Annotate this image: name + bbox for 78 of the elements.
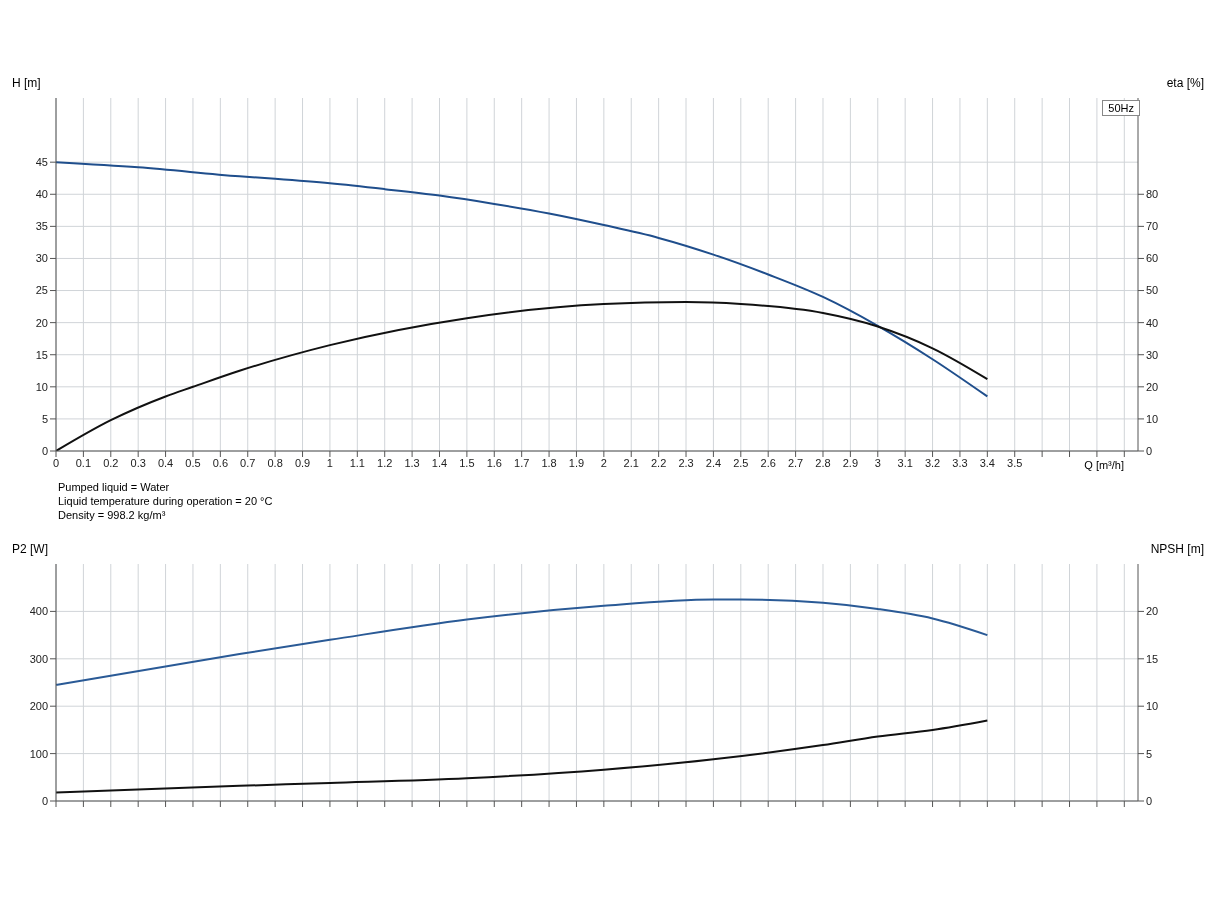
y-tick-label: 10 [35, 380, 48, 393]
x-tick-label: 2.6 [760, 456, 776, 469]
x-tick-label: 2.3 [678, 456, 694, 469]
x-tick-label: 2.9 [842, 456, 859, 469]
annotation: 50Hz [1102, 100, 1140, 116]
text: Pumped liquid = Water [58, 480, 171, 494]
y-tick-label: 25 [35, 284, 48, 297]
y-tick-label: 5 [41, 412, 48, 425]
x-tick-label: 1.3 [404, 456, 420, 469]
y-tick-label: 200 [29, 700, 48, 713]
x-tick-label: 1.5 [459, 456, 475, 469]
x-tick-label: 1 [326, 456, 333, 469]
x-tick-label: 1.4 [431, 456, 448, 469]
y2-tick-label: 15 [1146, 652, 1159, 665]
x-tick-label: 2.5 [733, 456, 749, 469]
y-tick-label: 15 [35, 348, 48, 361]
text: Density = 998.2 kg/m³ [58, 508, 167, 522]
x-tick-label: 3.5 [1007, 456, 1023, 469]
y-tick-label: 0 [41, 794, 48, 807]
y2-tick-label: 20 [1146, 380, 1159, 393]
y2-tick-label: 80 [1146, 188, 1159, 201]
y-tick-label: 40 [35, 188, 48, 201]
x-tick-label: 2.2 [650, 456, 667, 469]
x-tick-label: 3.4 [979, 456, 995, 469]
y2-tick-label: 10 [1146, 412, 1159, 425]
y2-tick-label: 70 [1146, 220, 1159, 233]
y2-axis-title: NPSH [m] [1150, 542, 1204, 556]
x-tick-label: 0.7 [240, 456, 256, 469]
x-tick-label: 3.1 [897, 456, 913, 469]
x-tick-label: 3 [874, 456, 881, 469]
y-tick-label: 35 [35, 220, 48, 233]
x-tick-label: 0.4 [157, 456, 174, 469]
y-tick-label: 400 [29, 605, 48, 618]
x-tick-label: 0.8 [267, 456, 283, 469]
y-tick-label: 0 [41, 444, 48, 457]
x-tick-label: 2.7 [787, 456, 804, 469]
x-tick-label: 0.9 [294, 456, 311, 469]
x-tick-label: 0 [52, 456, 60, 469]
y2-tick-label: 0 [1146, 794, 1153, 807]
x-tick-label: 2.8 [815, 456, 831, 469]
y2-tick-label: 30 [1146, 348, 1159, 361]
y2-axis-title: eta [%] [1166, 76, 1204, 90]
x-tick-label: 0.3 [130, 456, 146, 469]
y-tick-label: 20 [35, 316, 48, 329]
y2-tick-label: 10 [1146, 700, 1159, 713]
y-axis-title: H [m] [12, 76, 41, 90]
y2-tick-label: 20 [1146, 605, 1159, 618]
y2-tick-label: 50 [1146, 284, 1159, 297]
y2-tick-label: 5 [1146, 747, 1153, 760]
x-tick-label: 2 [600, 456, 607, 469]
x-tick-label: 0.6 [212, 456, 228, 469]
x-tick-label: 0.1 [75, 456, 92, 469]
y-tick-label: 30 [35, 252, 48, 265]
line-series [56, 598, 989, 686]
x-tick-label: 1.8 [541, 456, 557, 469]
x-axis-title: Q [m³/h] [1080, 459, 1128, 471]
x-tick-label: 1.7 [514, 456, 530, 469]
x-tick-label: 1.9 [568, 456, 585, 469]
y-tick-label: 45 [35, 156, 48, 169]
y-tick-label: 100 [29, 747, 48, 760]
x-tick-label: 1.2 [377, 456, 393, 469]
y-tick-label: 300 [29, 652, 48, 665]
x-tick-label: 2.4 [705, 456, 722, 469]
line-series [56, 719, 989, 794]
y2-tick-label: 40 [1146, 316, 1159, 329]
x-tick-label: 0.5 [185, 456, 201, 469]
x-tick-label: 3.2 [924, 456, 941, 469]
x-tick-label: 2.1 [623, 456, 639, 469]
y2-tick-label: 60 [1146, 252, 1159, 265]
y2-tick-label: 0 [1146, 444, 1153, 457]
x-tick-label: 1.6 [486, 456, 502, 469]
line-series [56, 301, 989, 451]
y-axis-title: P2 [W] [12, 542, 49, 556]
line-series [56, 161, 989, 398]
x-tick-label: 1.1 [349, 456, 365, 469]
x-tick-label: 0.2 [103, 456, 119, 469]
x-tick-label: 3.3 [952, 456, 968, 469]
text: Liquid temperature during operation = 20 °C [58, 494, 274, 508]
